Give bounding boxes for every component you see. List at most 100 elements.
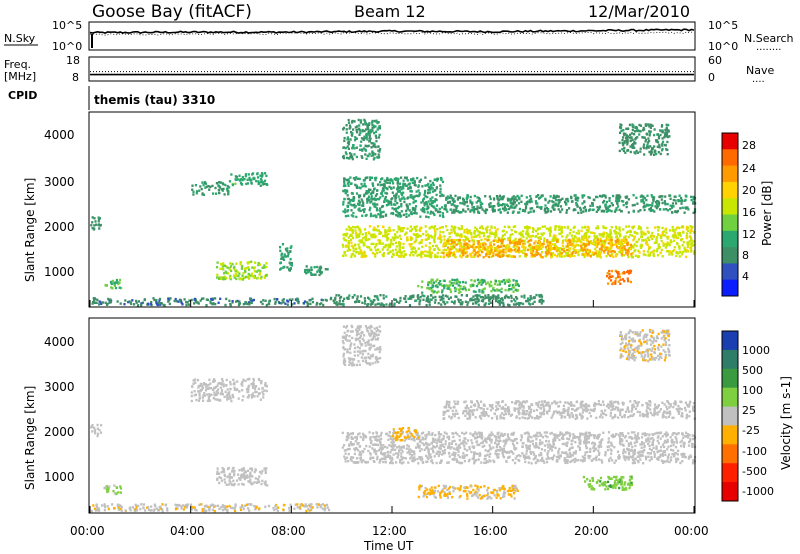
- velocity-cell: [235, 479, 239, 482]
- power-cell: [622, 200, 625, 203]
- power-cell: [369, 248, 372, 251]
- power-cell: [673, 195, 676, 198]
- velocity-cell: [243, 472, 246, 475]
- power-cell: [378, 197, 381, 201]
- power-cell: [671, 228, 675, 231]
- power-cell: [425, 238, 428, 241]
- power-cell: [399, 299, 402, 302]
- power-colorbar-swatch: [722, 133, 738, 150]
- power-cell: [648, 204, 651, 207]
- velocity-cell: [657, 458, 660, 461]
- power-cell: [414, 240, 417, 243]
- velocity-cell: [218, 476, 221, 479]
- power-cell: [520, 240, 523, 243]
- power-cell: [625, 231, 628, 234]
- power-cell: [537, 194, 540, 197]
- velocity-cell: [174, 507, 177, 511]
- velocity-cell: [228, 392, 231, 396]
- power-cell: [509, 250, 512, 253]
- velocity-cell: [250, 482, 253, 485]
- power-cell: [610, 210, 613, 213]
- power-cell: [465, 201, 468, 204]
- power-cell: [410, 247, 413, 251]
- power-cell: [473, 247, 476, 250]
- power-cell: [529, 295, 532, 298]
- velocity-cell: [595, 458, 598, 462]
- power-cell: [341, 243, 344, 247]
- power-cell: [381, 225, 385, 228]
- power-cell: [100, 302, 103, 305]
- velocity-cell: [293, 507, 296, 510]
- power-cell: [505, 231, 508, 234]
- power-cell: [661, 201, 664, 205]
- power-cell: [235, 274, 238, 277]
- date-title: 12/Mar/2010: [588, 2, 690, 21]
- power-cell: [180, 301, 183, 305]
- power-cell: [679, 207, 682, 210]
- power-cell: [396, 210, 399, 214]
- power-cell: [349, 203, 352, 206]
- velocity-cell: [161, 503, 164, 506]
- power-cell: [229, 302, 232, 306]
- power-cell: [426, 207, 429, 211]
- power-cell: [636, 232, 639, 235]
- power-cell: [440, 178, 443, 182]
- power-cell: [625, 127, 628, 130]
- power-cell: [438, 226, 441, 230]
- power-cell: [430, 210, 433, 213]
- power-cell: [689, 228, 692, 232]
- velocity-cell: [324, 507, 327, 510]
- power-cell: [575, 202, 578, 205]
- power-cell: [496, 289, 499, 292]
- power-cell: [473, 249, 476, 253]
- power-cell: [158, 299, 161, 302]
- velocity-cell: [198, 394, 201, 397]
- power-cell: [618, 250, 621, 254]
- power-cell: [483, 246, 486, 249]
- power-cell: [436, 177, 439, 180]
- power-cell: [648, 254, 651, 257]
- power-cell: [619, 282, 622, 285]
- power-cell: [545, 210, 548, 213]
- power-cell: [649, 235, 652, 239]
- power-cell: [503, 203, 506, 206]
- power-cell: [664, 131, 667, 135]
- power-cell: [316, 270, 319, 273]
- power-cell: [422, 251, 425, 254]
- power-cell: [580, 211, 583, 214]
- power-cell: [638, 123, 641, 127]
- velocity-cell: [240, 473, 244, 476]
- power-cell: [205, 185, 208, 188]
- power-cell: [392, 186, 395, 189]
- power-cell: [317, 269, 320, 272]
- power-cell: [512, 279, 515, 282]
- power-cell: [558, 228, 561, 231]
- power-cell: [638, 129, 641, 133]
- power-cell: [615, 196, 618, 200]
- power-cell: [353, 147, 356, 150]
- power-cell: [448, 232, 451, 235]
- power-cell: [490, 231, 493, 234]
- power-cell: [413, 225, 416, 229]
- power-cell: [281, 299, 284, 302]
- power-cell: [591, 242, 594, 245]
- power-cell: [648, 247, 651, 250]
- power-cell: [286, 266, 289, 269]
- power-cell: [372, 184, 375, 187]
- power-cell: [500, 255, 503, 258]
- power-cell: [653, 133, 656, 137]
- power-cell: [606, 248, 609, 251]
- power-cell: [286, 255, 290, 258]
- power-cell: [608, 269, 611, 273]
- power-cell: [666, 131, 669, 135]
- power-cell: [607, 205, 610, 209]
- power-cell: [372, 228, 375, 231]
- power-cell: [632, 245, 635, 248]
- power-cell: [263, 179, 267, 182]
- power-cell: [427, 191, 430, 195]
- velocity-cell: [190, 399, 193, 403]
- power-cell: [571, 239, 574, 242]
- power-cell: [532, 227, 535, 230]
- power-cell: [615, 227, 618, 230]
- power-cell: [457, 242, 460, 245]
